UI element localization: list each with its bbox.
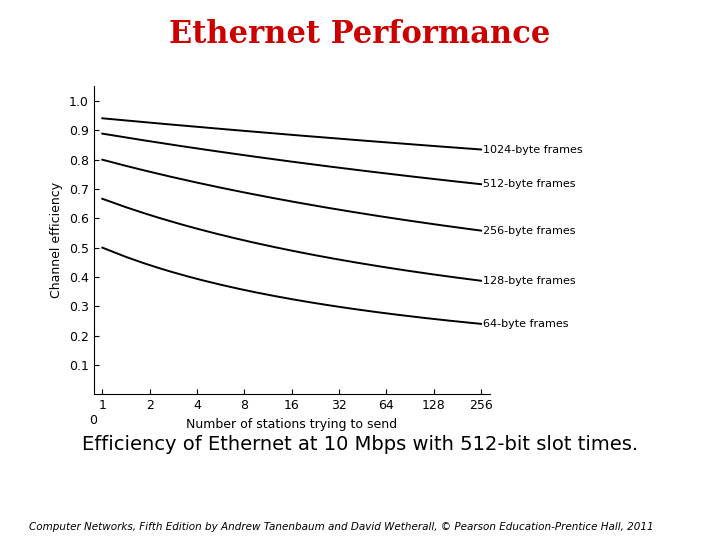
X-axis label: Number of stations trying to send: Number of stations trying to send	[186, 417, 397, 430]
Text: 512-byte frames: 512-byte frames	[483, 179, 576, 189]
Text: 0: 0	[89, 414, 98, 427]
Text: 256-byte frames: 256-byte frames	[483, 226, 576, 235]
Text: Efficiency of Ethernet at 10 Mbps with 512-bit slot times.: Efficiency of Ethernet at 10 Mbps with 5…	[82, 435, 638, 454]
Text: Computer Networks, Fifth Edition by Andrew Tanenbaum and David Wetherall, © Pear: Computer Networks, Fifth Edition by Andr…	[29, 522, 654, 532]
Text: Ethernet Performance: Ethernet Performance	[169, 19, 551, 50]
Text: 1024-byte frames: 1024-byte frames	[483, 145, 583, 154]
Y-axis label: Channel efficiency: Channel efficiency	[50, 182, 63, 299]
Text: 128-byte frames: 128-byte frames	[483, 276, 576, 286]
Text: 64-byte frames: 64-byte frames	[483, 319, 569, 329]
